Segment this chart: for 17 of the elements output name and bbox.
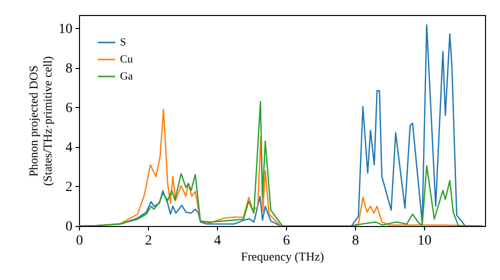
- y-tick-label: 8: [66, 61, 72, 76]
- x-tick-label: 2: [144, 234, 152, 248]
- legend-label: Ga: [120, 70, 133, 82]
- x-tick-label: 8: [352, 234, 359, 248]
- y-tick-label: 10: [58, 22, 72, 37]
- legend-label: S: [120, 36, 126, 48]
- x-tick-label: 6: [282, 234, 290, 248]
- x-axis-title: Frequency (THz): [241, 250, 324, 264]
- x-tick-label: 4: [214, 234, 221, 248]
- y-tick-label: 6: [66, 100, 72, 116]
- legend-label: Cu: [120, 54, 134, 66]
- y-tick-label: 0: [66, 220, 72, 234]
- x-tick-label: 0: [76, 234, 83, 248]
- y-tick-label: 2: [66, 180, 72, 195]
- y-axis-title: Phonon projected DOS (States/THz·primitive cell): [26, 56, 54, 186]
- y-tick-label: 4: [66, 140, 72, 156]
- x-tick-label: 10: [417, 234, 432, 248]
